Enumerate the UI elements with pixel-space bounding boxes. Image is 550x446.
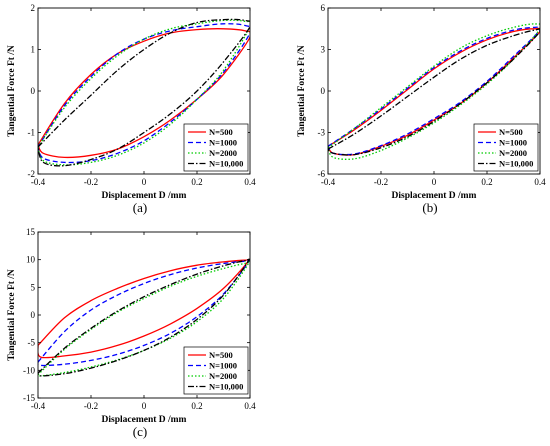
legend-entry: N=10,000 [209, 382, 243, 392]
legend-entry: N=2000 [499, 148, 527, 158]
y-tick-label: -1 [28, 128, 36, 138]
y-tick-label: 0 [321, 86, 326, 96]
y-axis-label: Tangential Force Ft /N [297, 45, 307, 137]
y-tick-label: -6 [318, 169, 326, 179]
legend-entry: N=10,000 [209, 159, 243, 169]
x-tick-label: -0.2 [84, 401, 98, 411]
chart-panel-1: -0.4 -0.2 0 0.2 0.4 -6 -3 0 3 6 Displacement D /mm… [297, 3, 546, 215]
x-tick-label: 0.2 [191, 177, 202, 187]
panel-label: (c) [133, 424, 147, 439]
series-line-N1000 [38, 259, 250, 367]
legend-entry: N=1000 [209, 138, 237, 148]
y-tick-label: -15 [23, 393, 35, 403]
series-line-N1000 [38, 23, 250, 164]
series-line-N10000 [38, 258, 250, 377]
y-tick-label: 15 [26, 227, 36, 237]
legend-entry: N=2000 [209, 371, 237, 381]
x-tick-label: 0.4 [244, 401, 256, 411]
series-group [328, 23, 540, 160]
y-tick-label: -3 [318, 128, 326, 138]
legend-entry: N=500 [209, 127, 233, 137]
y-tick-label: -10 [23, 365, 35, 375]
legend-entry: N=1000 [209, 361, 237, 371]
series-line-N1000 [328, 26, 540, 156]
y-tick-label: 2 [31, 3, 36, 13]
x-tick-label: 0.4 [244, 177, 256, 187]
y-tick-label: 3 [321, 45, 326, 55]
x-axis-label: Displacement D /mm [102, 191, 187, 201]
y-tick-label: 10 [26, 255, 36, 265]
x-tick-label: 0 [142, 401, 147, 411]
x-tick-label: -0.4 [321, 177, 336, 187]
series-line-N10000 [38, 18, 250, 167]
x-tick-label: -0.2 [374, 177, 388, 187]
y-axis-label: Tangential Force Ft /N [7, 269, 17, 361]
x-tick-label: -0.4 [31, 401, 46, 411]
x-tick-label: 0.2 [191, 401, 202, 411]
x-axis-label: Displacement D /mm [392, 191, 477, 201]
series-group [38, 18, 250, 167]
legend-entry: N=10,000 [499, 159, 533, 169]
x-axis-label: Displacement D /mm [102, 415, 187, 425]
y-tick-label: 0 [31, 86, 36, 96]
series-line-N2000 [38, 261, 250, 377]
y-axis-label: Tangential Force Ft /N [7, 45, 17, 137]
x-tick-label: 0 [432, 177, 437, 187]
y-tick-label: 1 [31, 45, 36, 55]
chart-panel-0: -0.4 -0.2 0 0.2 0.4 -2 -1 0 1 2 Displacement D /mm… [7, 3, 256, 215]
x-tick-label: 0.2 [481, 177, 492, 187]
y-tick-label: 5 [31, 282, 36, 292]
panel-label: (b) [422, 200, 437, 215]
series-line-N10000 [328, 28, 540, 156]
y-tick-label: 6 [321, 3, 326, 13]
series-line-N500 [328, 27, 540, 156]
series-line-N500 [38, 258, 250, 359]
x-tick-label: 0 [142, 177, 147, 187]
y-tick-label: -2 [28, 169, 36, 179]
x-tick-label: -0.2 [84, 177, 98, 187]
series-line-N2000 [38, 19, 250, 166]
legend-entry: N=500 [499, 127, 523, 137]
legend-entry: N=2000 [209, 148, 237, 158]
series-group [38, 258, 250, 377]
panel-label: (a) [133, 200, 147, 215]
y-tick-label: -5 [28, 338, 36, 348]
legend-entry: N=1000 [499, 138, 527, 148]
y-tick-label: 0 [31, 310, 36, 320]
x-tick-label: 0.4 [534, 177, 546, 187]
chart-panel-2: -0.4 -0.2 0 0.2 0.4 -15 -10 -5 0 5 10 15 Displacemen… [7, 227, 256, 439]
x-tick-label: -0.4 [31, 177, 46, 187]
legend-entry: N=500 [209, 350, 233, 360]
